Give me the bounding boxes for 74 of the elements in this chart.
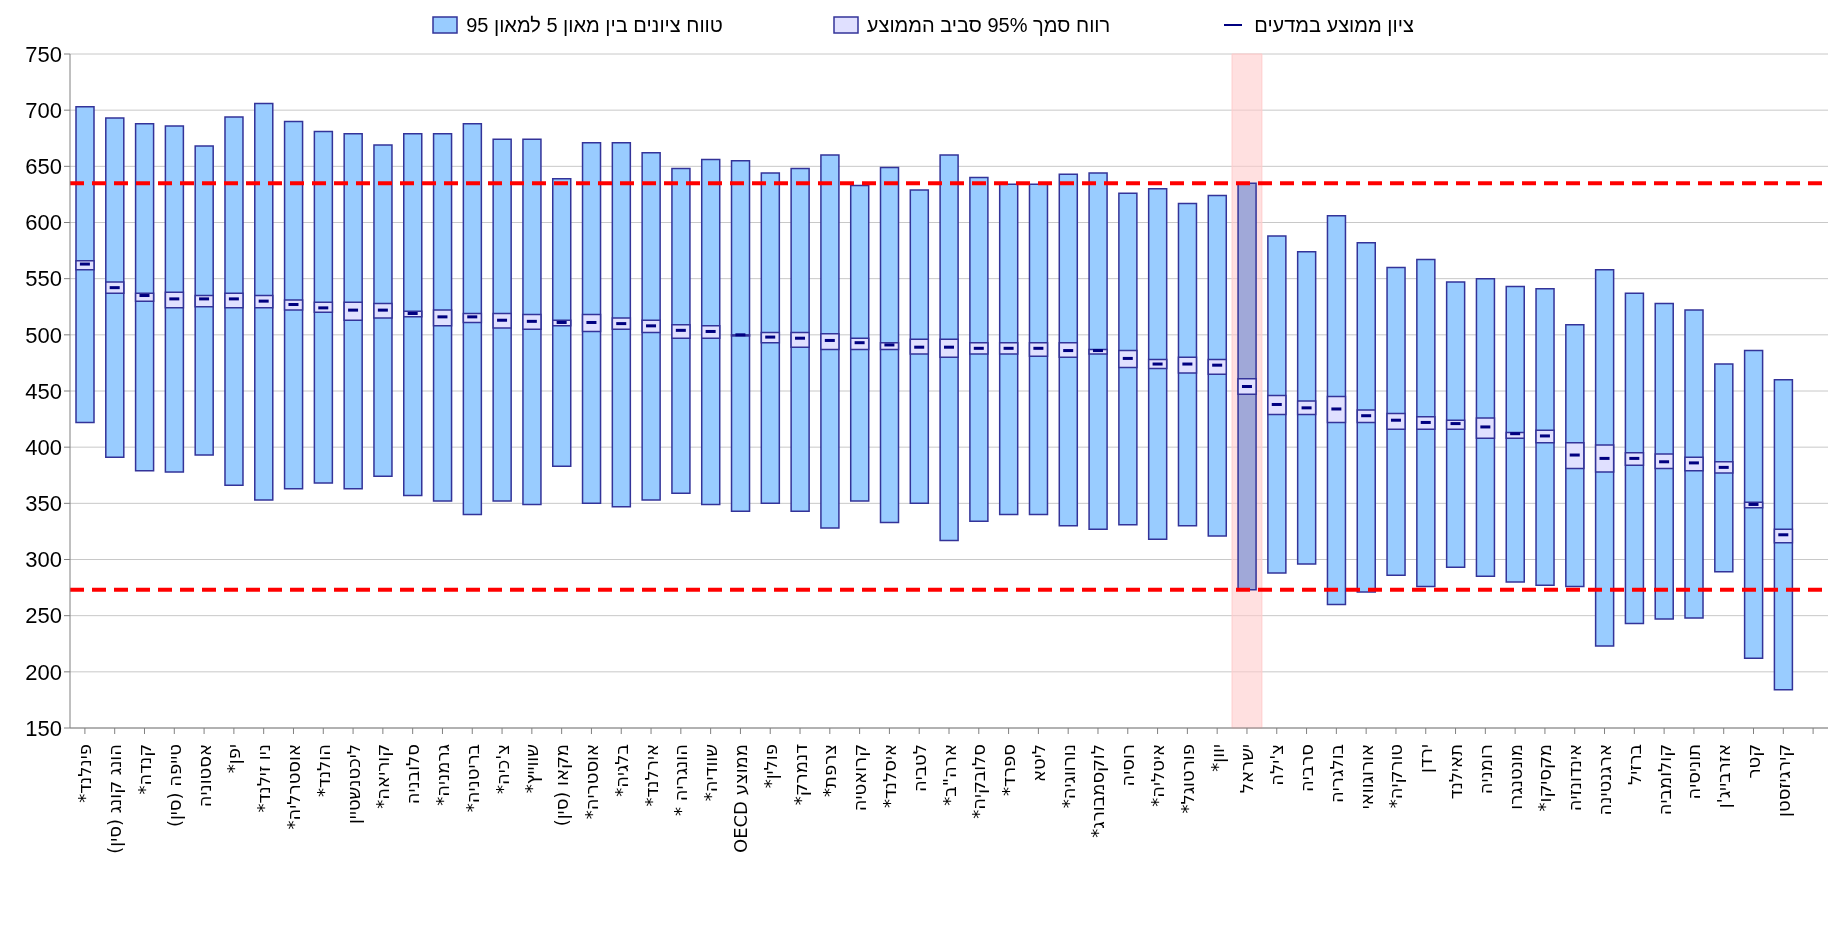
x-tick-label: טייפה (סין) <box>163 744 185 828</box>
x-tick-label: תוניסיה <box>1683 744 1705 800</box>
x-tick-label: פורטוגל* <box>1176 744 1198 814</box>
x-tick-label: סלובניה <box>402 744 424 805</box>
x-tick-label: רומניה <box>1474 744 1496 795</box>
x-tick-label: קולומביה <box>1653 744 1675 816</box>
x-tick-label: אוסטריה* <box>580 744 602 820</box>
x-tick-label: ישראל <box>1236 744 1258 794</box>
x-tick-label: הולנד* <box>312 744 334 797</box>
x-tick-label: צרפת* <box>819 744 841 797</box>
legend-label: טווח ציונים בין מאון 5 למאון 95 <box>466 13 723 37</box>
x-tick-label: ארה"ב* <box>938 744 960 806</box>
y-tick-label: 650 <box>25 154 62 180</box>
y-tick-label: 250 <box>25 603 62 629</box>
x-tick-label: מקסיקו* <box>1534 744 1556 812</box>
x-tick-label: מקאו (סין) <box>551 744 573 827</box>
y-tick-label: 300 <box>25 547 62 573</box>
y-tick-label: 700 <box>25 97 62 123</box>
x-tick-label: קרואטיה <box>849 744 871 812</box>
x-tick-label: טורקיה* <box>1385 744 1407 809</box>
x-tick-label: ירדן <box>1415 744 1437 773</box>
x-tick-label: הונג קונג (סין) <box>104 744 126 854</box>
x-tick-label: ליכטנשטיין <box>342 744 364 825</box>
y-tick-label: 450 <box>25 378 62 404</box>
y-tick-label: 150 <box>25 715 62 741</box>
x-tick-label: פינלנד* <box>74 744 96 803</box>
x-tick-label: יפן* <box>223 744 245 774</box>
x-tick-label: לטביה <box>908 744 930 793</box>
x-tick-label: שווייץ* <box>521 744 543 794</box>
x-tick-label: פולין* <box>759 744 781 789</box>
x-tick-label: קטר <box>1743 744 1765 779</box>
x-tick-label: סלובקיה* <box>968 744 990 819</box>
y-tick-label: 200 <box>25 659 62 685</box>
x-tick-label: בולגריה <box>1325 744 1347 803</box>
x-tick-label: אינדונזיה <box>1564 744 1586 812</box>
y-tick-label: 350 <box>25 491 62 517</box>
x-tick-label: צ'כיה* <box>491 744 513 794</box>
x-tick-label: ממוצע OECD <box>729 744 751 854</box>
y-tick-label: 400 <box>25 434 62 460</box>
x-tick-label: צ'ילה <box>1266 744 1288 786</box>
x-tick-label: איטליה* <box>1147 744 1169 807</box>
x-tick-label: אזרבייג'ן <box>1713 744 1735 809</box>
x-tick-label: תאילנד <box>1445 744 1467 800</box>
x-tick-label: גרמניה* <box>431 744 453 806</box>
x-tick-label: בריטניה* <box>461 744 483 813</box>
x-tick-label: דנמרק* <box>789 743 811 806</box>
x-tick-label: איסלנד* <box>878 744 900 809</box>
x-tick-label: סרביה <box>1296 744 1318 793</box>
y-tick-label: 750 <box>25 41 62 67</box>
x-tick-label: אירלנד* <box>640 744 662 807</box>
x-tick-label: רוסיה <box>1117 744 1139 787</box>
x-tick-label: ארגנטינה <box>1594 744 1616 816</box>
x-tick-label: ניו זילנד* <box>253 744 275 813</box>
x-tick-label: ספרד* <box>998 744 1020 796</box>
x-tick-label: קוריאה* <box>372 744 394 809</box>
x-tick-label: אורוגוואי <box>1355 744 1377 810</box>
legend-label: ציון ממוצע במדעים <box>1254 13 1414 37</box>
y-tick-label: 500 <box>25 322 62 348</box>
x-tick-label: מונטנגרו <box>1504 744 1526 810</box>
y-tick-label: 600 <box>25 210 62 236</box>
x-tick-label: נורווגיה* <box>1057 744 1079 809</box>
x-tick-label: הונגריה * <box>670 744 692 816</box>
x-tick-label: קנדה* <box>133 744 155 795</box>
x-tick-label: אסטוניה <box>193 744 215 808</box>
x-tick-label: לוקסמבורג* <box>1087 744 1109 838</box>
x-tick-label: ברזיל <box>1623 744 1645 786</box>
x-tick-label: בלגיה* <box>610 744 632 797</box>
legend-label: רווח סמך 95% סביב הממוצע <box>866 13 1111 37</box>
y-tick-label: 550 <box>25 266 62 292</box>
x-tick-label: יוון* <box>1206 744 1228 772</box>
x-tick-label: אוסטרליה* <box>282 744 304 830</box>
x-tick-label: קירגיזסטן <box>1772 744 1794 817</box>
x-tick-label: שוודיה* <box>700 744 722 802</box>
x-tick-label: ליטא <box>1027 744 1049 782</box>
